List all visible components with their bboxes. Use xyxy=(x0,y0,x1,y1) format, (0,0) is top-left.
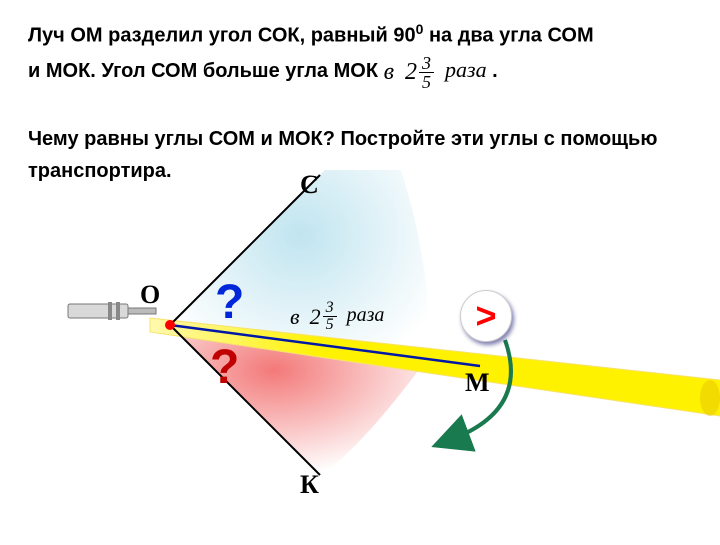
fraction-suffix: раза xyxy=(445,57,487,82)
line1-a: Луч ОМ разделил угол СОК, равный 90 xyxy=(28,25,416,47)
center-expression: в 235 раза xyxy=(290,300,384,333)
fraction-den: 5 xyxy=(419,73,434,91)
label-o: О xyxy=(140,280,160,310)
diagram: О С К М ? ? в 235 раза > xyxy=(0,170,720,540)
problem-text: Луч ОМ разделил угол СОК, равный 900 на … xyxy=(28,18,692,187)
qmark-upper: ? xyxy=(215,275,244,330)
greater-symbol: > xyxy=(475,295,496,337)
fraction-expr: в 235 раза xyxy=(384,52,487,92)
diagram-svg xyxy=(0,170,720,540)
label-c: С xyxy=(300,170,319,200)
center-den: 5 xyxy=(323,317,337,333)
center-suffix: раза xyxy=(347,304,385,326)
line1-b: на два угла СОМ xyxy=(423,25,593,47)
line2-a: и МОК. Угол СОМ больше угла МОК xyxy=(28,60,384,82)
center-prefix: в xyxy=(290,304,300,330)
fraction-whole: 2 xyxy=(405,53,417,91)
fraction-num: 3 xyxy=(419,54,434,73)
vertex-dot xyxy=(165,320,175,330)
label-m: М xyxy=(465,368,490,398)
center-num: 3 xyxy=(323,300,337,317)
center-whole: 2 xyxy=(310,304,321,330)
greater-badge: > xyxy=(460,290,512,342)
fraction-prefix: в xyxy=(384,53,394,91)
qmark-lower: ? xyxy=(210,340,239,395)
label-k: К xyxy=(300,470,319,500)
